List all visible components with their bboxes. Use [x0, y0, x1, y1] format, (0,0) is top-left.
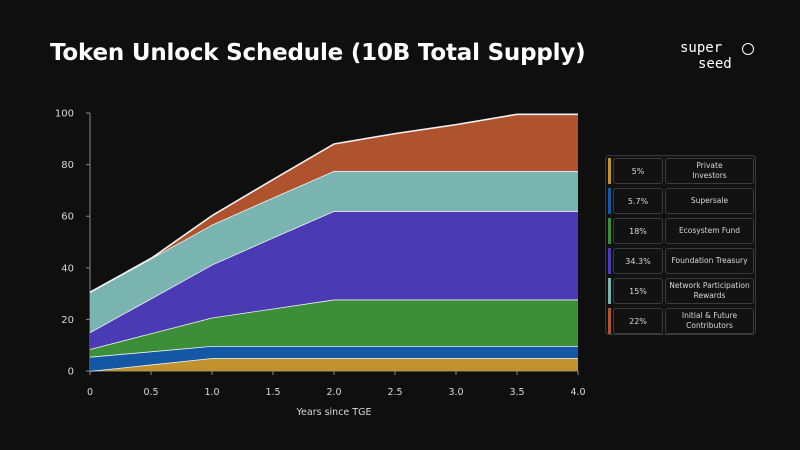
y-tick-label: 80: [61, 160, 74, 171]
superseed-logo: super seed: [676, 40, 758, 76]
legend-item: 34.3% Foundation Treasury: [606, 246, 757, 276]
legend-percentage: 15%: [613, 278, 663, 304]
legend-label: Initial & Future Contributors: [665, 308, 754, 334]
area-series: [90, 171, 578, 333]
x-tick-label: 3.5: [509, 387, 524, 398]
logo-text-seed: seed: [698, 56, 732, 72]
area-series: [90, 299, 578, 357]
area-series: [90, 345, 578, 371]
series-top-line: [89, 113, 578, 294]
chart-legend: 5% Private Investors 5.7% Supersale 18% Ecosy…: [605, 155, 756, 335]
legend-item: 15% Network Participation Rewards: [606, 276, 757, 306]
x-tick-label: 2.0: [326, 387, 341, 398]
area-series: [90, 358, 578, 371]
legend-swatch: [608, 248, 611, 274]
y-tick-label: 20: [61, 315, 74, 326]
area-series: [90, 114, 578, 293]
logo-ring-icon: [742, 43, 754, 55]
x-tick-label: 4.0: [570, 387, 585, 398]
legend-item: 5% Private Investors: [606, 156, 757, 186]
x-tick-label: 1.5: [265, 387, 280, 398]
x-tick-label: 2.5: [387, 387, 402, 398]
x-axis-label: Years since TGE: [296, 407, 372, 418]
legend-percentage: 34.3%: [613, 248, 663, 274]
y-tick-label: 60: [61, 212, 74, 223]
legend-percentage: 18%: [613, 218, 663, 244]
legend-item: 18% Ecosystem Fund: [606, 216, 757, 246]
legend-swatch: [608, 308, 611, 334]
legend-percentage: 5.7%: [613, 188, 663, 214]
area-series: [90, 211, 578, 350]
legend-percentage: 22%: [613, 308, 663, 334]
legend-swatch: [608, 188, 611, 214]
y-tick-label: 40: [61, 263, 74, 274]
chart-title: Token Unlock Schedule (10B Total Supply): [50, 40, 586, 66]
legend-item: 22% Initial & Future Contributors: [606, 306, 757, 336]
legend-label: Ecosystem Fund: [665, 218, 754, 244]
x-tick-label: 0: [87, 387, 93, 398]
y-tick-label: 0: [68, 367, 74, 378]
x-tick-label: 0.5: [143, 387, 158, 398]
logo-text-super: super: [680, 40, 723, 56]
legend-percentage: 5%: [613, 158, 663, 184]
x-tick-label: 3.0: [448, 387, 463, 398]
legend-swatch: [608, 158, 611, 184]
y-tick-label: 100: [55, 109, 74, 120]
legend-swatch: [608, 218, 611, 244]
legend-label: Private Investors: [665, 158, 754, 184]
legend-label: Foundation Treasury: [665, 248, 754, 274]
legend-item: 5.7% Supersale: [606, 186, 757, 216]
legend-swatch: [608, 278, 611, 304]
legend-label: Network Participation Rewards: [665, 278, 754, 304]
legend-label: Supersale: [665, 188, 754, 214]
x-tick-label: 1.0: [204, 387, 219, 398]
